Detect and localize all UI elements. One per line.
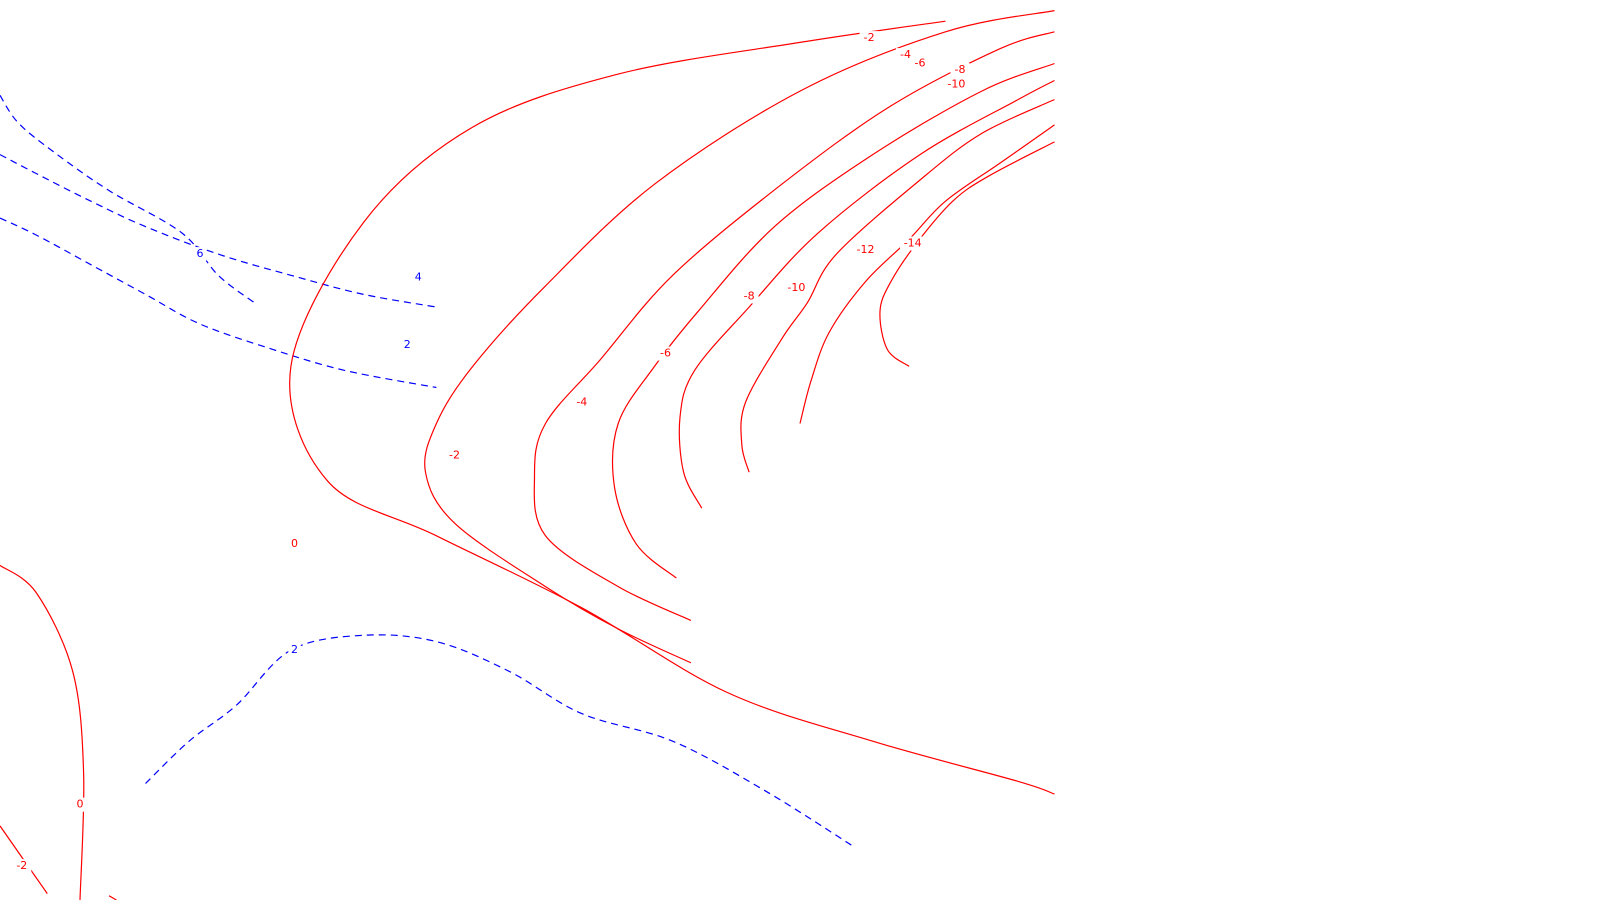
contour-line-n0a	[0, 564, 85, 900]
contour-label-text: -2	[16, 859, 27, 872]
contour-line-p2a	[0, 217, 437, 389]
contour-line-n4	[533, 31, 1055, 622]
contour-label-background	[288, 537, 301, 552]
contour-label-l19: -2	[12, 859, 32, 874]
contour-label-text: -12	[857, 243, 875, 256]
contour-label-background	[288, 643, 301, 658]
contour-label-text: -10	[947, 78, 965, 91]
contour-label-text: -10	[787, 281, 805, 294]
contour-label-l11: -12	[852, 242, 879, 257]
contour-label-l1: 6	[193, 247, 207, 262]
contour-label-background	[896, 48, 915, 63]
contour-label-text: 2	[291, 643, 298, 656]
contour-label-background	[910, 56, 930, 71]
contour-label-text: -4	[900, 48, 911, 61]
contour-label-l13: -8	[739, 289, 759, 304]
contour-label-l14: -6	[656, 346, 675, 361]
contour-label-l6: -4	[896, 48, 915, 63]
contour-label-text: -4	[576, 395, 587, 408]
contour-label-background	[445, 448, 464, 463]
contour-label-background	[401, 338, 414, 353]
contour-label-l3: 2	[401, 338, 414, 353]
contour-label-background	[783, 281, 810, 295]
contour-line-n12	[799, 124, 1055, 424]
contour-label-text: 2	[404, 338, 411, 351]
contour-label-l12: -10	[783, 281, 810, 295]
contour-label-background	[656, 346, 675, 361]
contour-label-text: -8	[744, 290, 755, 303]
contour-line-n0b	[289, 20, 1055, 795]
contour-label-text: -2	[864, 31, 875, 44]
contour-label-l15: -4	[572, 395, 592, 410]
contour-label-background	[950, 62, 970, 77]
contour-line-n2c	[108, 895, 117, 900]
contour-label-text: 0	[291, 537, 298, 550]
contour-label-text: -14	[904, 237, 922, 250]
contour-label-text: 0	[77, 798, 84, 811]
contour-label-l7: -6	[910, 56, 930, 71]
contour-label-text: -8	[955, 63, 966, 76]
contour-label-l5: -2	[859, 31, 879, 46]
contour-label-text: -6	[660, 347, 671, 360]
contour-line-n10	[740, 98, 1055, 473]
contour-line-n6	[612, 62, 1055, 579]
contour-label-background	[572, 395, 592, 410]
contour-label-l10: -14	[900, 236, 926, 251]
contour-line-p6	[0, 94, 255, 304]
contour-line-n8	[678, 79, 1055, 509]
contour-label-background	[852, 242, 879, 257]
contour-label-background	[12, 859, 32, 874]
contour-lines	[0, 10, 1055, 900]
contour-label-text: -2	[449, 448, 460, 461]
contour-line-n14	[879, 141, 1055, 367]
contour-line-n2b	[424, 10, 1055, 664]
contour-label-l9: -10	[943, 77, 970, 92]
contour-label-l4: 2	[288, 643, 301, 658]
contour-label-l8: -8	[950, 62, 970, 77]
contour-label-background	[411, 270, 425, 285]
contour-label-background	[900, 236, 926, 251]
contour-label-l16: -2	[445, 448, 464, 463]
contour-label-text: 6	[197, 247, 204, 260]
contour-label-l2: 4	[411, 270, 425, 285]
contour-label-background	[193, 247, 207, 262]
contour-label-background	[859, 31, 879, 46]
contour-label-background	[73, 797, 87, 812]
contour-labels: 6 4 2 2 -2 -4 -6 -8 -10 -14 -12 -10 -8 -6 -4 -2 0 0 -2	[12, 31, 970, 874]
contour-label-text: -6	[915, 57, 926, 70]
contour-label-l18: 0	[73, 797, 87, 812]
contour-label-text: 4	[415, 270, 422, 283]
contour-line-p2b	[145, 634, 855, 848]
contour-label-l17: 0	[288, 537, 301, 552]
contour-label-background	[943, 77, 970, 92]
contour-line-p4	[0, 154, 437, 308]
contour-label-background	[739, 289, 759, 304]
